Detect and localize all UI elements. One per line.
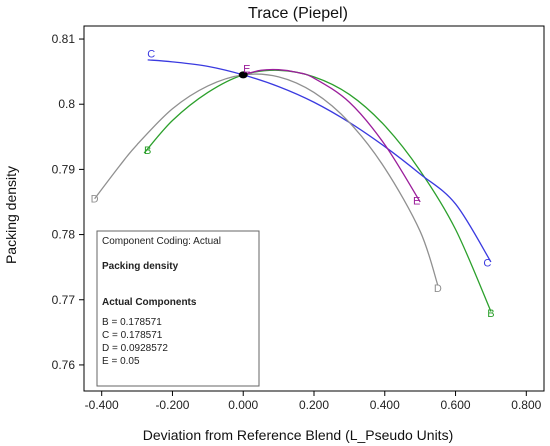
series-label-e-end: E	[413, 196, 420, 208]
legend-entry-b: B = 0.178571	[102, 317, 162, 328]
x-tick-label: -0.200	[155, 398, 189, 412]
series-label-c-end: C	[483, 258, 491, 270]
series-label-e-start: E	[243, 63, 250, 75]
series-line-e	[243, 68, 421, 203]
y-tick-label: 0.77	[52, 293, 76, 307]
legend-coding: Component Coding: Actual	[102, 236, 221, 247]
series-label-d-start: D	[91, 194, 99, 206]
legend-response: Packing density	[102, 261, 179, 272]
series-line-b	[143, 69, 492, 312]
series-label-b-start: B	[144, 145, 151, 157]
series-label-d-end: D	[434, 283, 442, 295]
series-line-d	[94, 73, 439, 286]
series-label-b-end: B	[487, 308, 494, 320]
chart-title: Trace (Piepel)	[248, 5, 348, 22]
x-axis-title: Deviation from Reference Blend (L_Pseudo…	[143, 427, 454, 443]
series-line-c	[147, 59, 492, 263]
x-tick-label: 0.600	[441, 398, 471, 412]
legend-box: Component Coding: Actual Packing density…	[96, 230, 260, 387]
y-axis-title: Packing density	[3, 166, 19, 264]
y-tick-label: 0.81	[52, 32, 76, 46]
legend-entry-e: E = 0.05	[102, 356, 140, 367]
reference-blend-point	[238, 71, 248, 79]
y-tick-label: 0.76	[52, 358, 76, 372]
y-tick-label: 0.8	[58, 97, 75, 111]
x-tick-label: 0.000	[228, 398, 258, 412]
y-axis-ticks: 0.76 0.77 0.78 0.79 0.8 0.81	[52, 32, 84, 372]
legend-entry-c: C = 0.178571	[102, 330, 163, 341]
legend-entry-d: D = 0.0928572	[102, 343, 168, 354]
legend-components-header: Actual Components	[102, 297, 197, 308]
series-label-c-start: C	[147, 48, 155, 60]
x-tick-label: 0.200	[299, 398, 329, 412]
x-tick-label: 0.400	[370, 398, 400, 412]
series-end-labels: B B C C D D E E	[91, 48, 495, 319]
x-tick-label: 0.800	[511, 398, 541, 412]
y-tick-label: 0.78	[52, 228, 76, 242]
legend-frame	[96, 230, 260, 387]
series-lines	[94, 59, 492, 312]
y-tick-label: 0.79	[52, 162, 76, 176]
reference-point-layer	[238, 71, 248, 79]
x-axis-ticks: -0.400 -0.200 0.000 0.200 0.400 0.600 0.800	[85, 391, 542, 412]
x-tick-label: -0.400	[85, 398, 119, 412]
